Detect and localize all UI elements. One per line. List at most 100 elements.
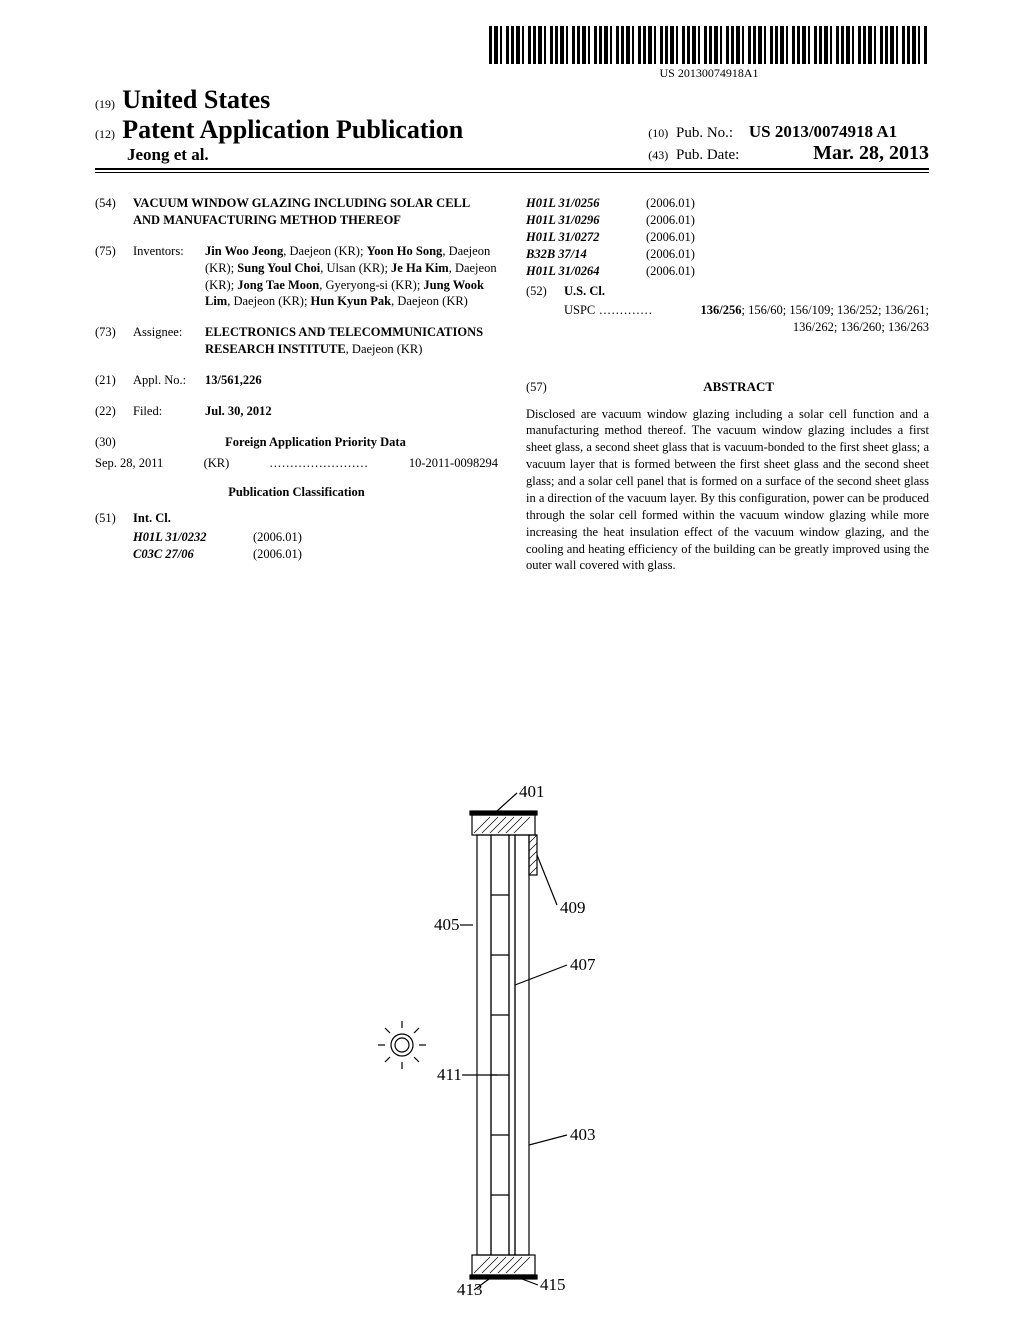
pubno-label: Pub. No.: — [676, 125, 733, 141]
intcl-row: H01L 31/0272(2006.01) — [526, 229, 929, 246]
intcl-year: (2006.01) — [253, 529, 343, 546]
uspc-line: USPC ............. 136/256; 156/60; 156/… — [564, 302, 929, 336]
priority-row: Sep. 28, 2011 (KR) .....................… — [95, 455, 498, 472]
code-75: (75) — [95, 243, 133, 311]
intcl-code: H01L 31/0272 — [526, 229, 646, 246]
inventors-value: Jin Woo Jeong, Daejeon (KR); Yoon Ho Son… — [205, 243, 498, 311]
intcl-label: Int. Cl. — [133, 510, 498, 527]
barcode-graphic — [489, 26, 929, 64]
priority-number: 10-2011-0098294 — [409, 455, 498, 472]
uspc-value: 136/256; 156/60; 156/109; 136/252; 136/2… — [657, 302, 929, 336]
intcl-code: H01L 31/0264 — [526, 263, 646, 280]
priority-heading: Foreign Application Priority Data — [133, 434, 498, 451]
label-filed: Filed: — [133, 403, 205, 420]
uscl-block: USPC ............. 136/256; 156/60; 156/… — [564, 302, 929, 336]
intcl-code: B32B 37/14 — [526, 246, 646, 263]
code-21: (21) — [95, 372, 133, 389]
left-column: (54) VACUUM WINDOW GLAZING INCLUDING SOL… — [95, 195, 498, 574]
pub-title: Patent Application Publication — [122, 115, 463, 144]
intcl-left-list: H01L 31/0232(2006.01)C03C 27/06(2006.01) — [133, 529, 498, 563]
code-22: (22) — [95, 403, 133, 420]
code-73: (73) — [95, 324, 133, 358]
country-name: United States — [122, 85, 270, 114]
header-divider — [95, 172, 929, 173]
priority-dots: ........................ — [270, 455, 369, 472]
title-value: VACUUM WINDOW GLAZING INCLUDING SOLAR CE… — [133, 195, 498, 229]
intcl-year: (2006.01) — [646, 246, 736, 263]
code-54: (54) — [95, 195, 133, 229]
field-22: (22) Filed: Jul. 30, 2012 — [95, 403, 498, 420]
intcl-row: H01L 31/0296(2006.01) — [526, 212, 929, 229]
uspc-dots: ............. — [599, 302, 653, 336]
intcl-code: H01L 31/0256 — [526, 195, 646, 212]
country-line: (19) United States — [95, 85, 929, 115]
intcl-row: H01L 31/0264(2006.01) — [526, 263, 929, 280]
priority-country: (KR) — [204, 455, 230, 472]
field-51: (51) Int. Cl. — [95, 510, 498, 527]
intcl-code: C03C 27/06 — [133, 546, 253, 563]
intcl-label-bold: Int. Cl. — [133, 511, 171, 525]
field-75: (75) Inventors: Jin Woo Jeong, Daejeon (… — [95, 243, 498, 311]
code-51: (51) — [95, 510, 133, 527]
abstract-text: Disclosed are vacuum window glazing incl… — [526, 406, 929, 575]
pubclass-heading: Publication Classification — [95, 484, 498, 501]
intcl-year: (2006.01) — [646, 229, 736, 246]
pubdate-value: Mar. 28, 2013 — [813, 142, 929, 164]
body-columns: (54) VACUUM WINDOW GLAZING INCLUDING SOL… — [95, 195, 929, 574]
intcl-year: (2006.01) — [253, 546, 343, 563]
fig-label-411: 411 — [437, 1065, 462, 1084]
intcl-row: C03C 27/06(2006.01) — [133, 546, 498, 563]
pub-title-line: (12) Patent Application Publication — [95, 115, 463, 145]
fig-label-413: 413 — [457, 1280, 483, 1295]
intcl-year: (2006.01) — [646, 212, 736, 229]
field-21: (21) Appl. No.: 13/561,226 — [95, 372, 498, 389]
field-57: (57) ABSTRACT — [526, 362, 929, 406]
filed-bold: Jul. 30, 2012 — [205, 404, 272, 418]
intcl-code: H01L 31/0232 — [133, 529, 253, 546]
header-row-top: (12) Patent Application Publication Jeon… — [95, 115, 929, 170]
filed-value: Jul. 30, 2012 — [205, 403, 498, 420]
intcl-year: (2006.01) — [646, 195, 736, 212]
field-30: (30) Foreign Application Priority Data — [95, 434, 498, 451]
header-left: (12) Patent Application Publication Jeon… — [95, 115, 463, 165]
code-19: (19) — [95, 97, 115, 111]
code-10: (10) — [648, 126, 668, 140]
intcl-code: H01L 31/0296 — [526, 212, 646, 229]
pubno-value: US 2013/0074918 A1 — [749, 122, 897, 141]
field-73: (73) Assignee: ELECTRONICS AND TELECOMMU… — [95, 324, 498, 358]
intcl-right-list: H01L 31/0256(2006.01)H01L 31/0296(2006.0… — [526, 195, 929, 279]
patent-figure: 401 405 409 407 403 411 413 415 — [342, 785, 682, 1295]
assignee-name: ELECTRONICS AND TELECOMMUNICATIONS RESEA… — [205, 325, 483, 356]
author-line: Jeong et al. — [127, 145, 463, 165]
header-right: (10) Pub. No.: US 2013/0074918 A1 (43) P… — [648, 122, 929, 165]
fig-label-403: 403 — [570, 1125, 596, 1144]
code-52: (52) — [526, 283, 564, 300]
intcl-row: H01L 31/0256(2006.01) — [526, 195, 929, 212]
pubdate-line: (43) Pub. Date: Mar. 28, 2013 — [648, 142, 929, 165]
code-12: (12) — [95, 127, 115, 141]
header-block: (19) United States (12) Patent Applicati… — [95, 85, 929, 173]
fig-label-415: 415 — [540, 1275, 566, 1294]
fig-label-405: 405 — [434, 915, 460, 934]
applno-bold: 13/561,226 — [205, 373, 262, 387]
fig-label-407: 407 — [570, 955, 596, 974]
uscl-label: U.S. Cl. — [564, 283, 929, 300]
code-43: (43) — [648, 148, 668, 162]
intcl-row: B32B 37/14(2006.01) — [526, 246, 929, 263]
applno-value: 13/561,226 — [205, 372, 498, 389]
field-52: (52) U.S. Cl. — [526, 283, 929, 300]
code-30: (30) — [95, 434, 133, 451]
abstract-heading: ABSTRACT — [567, 378, 910, 396]
code-57: (57) — [526, 379, 564, 396]
barcode-text: US 20130074918A1 — [489, 66, 929, 81]
fig-label-401: 401 — [519, 785, 545, 801]
barcode-region: US 20130074918A1 — [489, 26, 929, 81]
assignee-value: ELECTRONICS AND TELECOMMUNICATIONS RESEA… — [205, 324, 498, 358]
priority-date: Sep. 28, 2011 — [95, 455, 163, 472]
label-applno: Appl. No.: — [133, 372, 205, 389]
figure-area: 401 405 409 407 403 411 413 415 — [0, 785, 1024, 1295]
label-inventors: Inventors: — [133, 243, 205, 311]
intcl-year: (2006.01) — [646, 263, 736, 280]
right-column: H01L 31/0256(2006.01)H01L 31/0296(2006.0… — [526, 195, 929, 574]
uspc-label: USPC — [564, 302, 595, 336]
